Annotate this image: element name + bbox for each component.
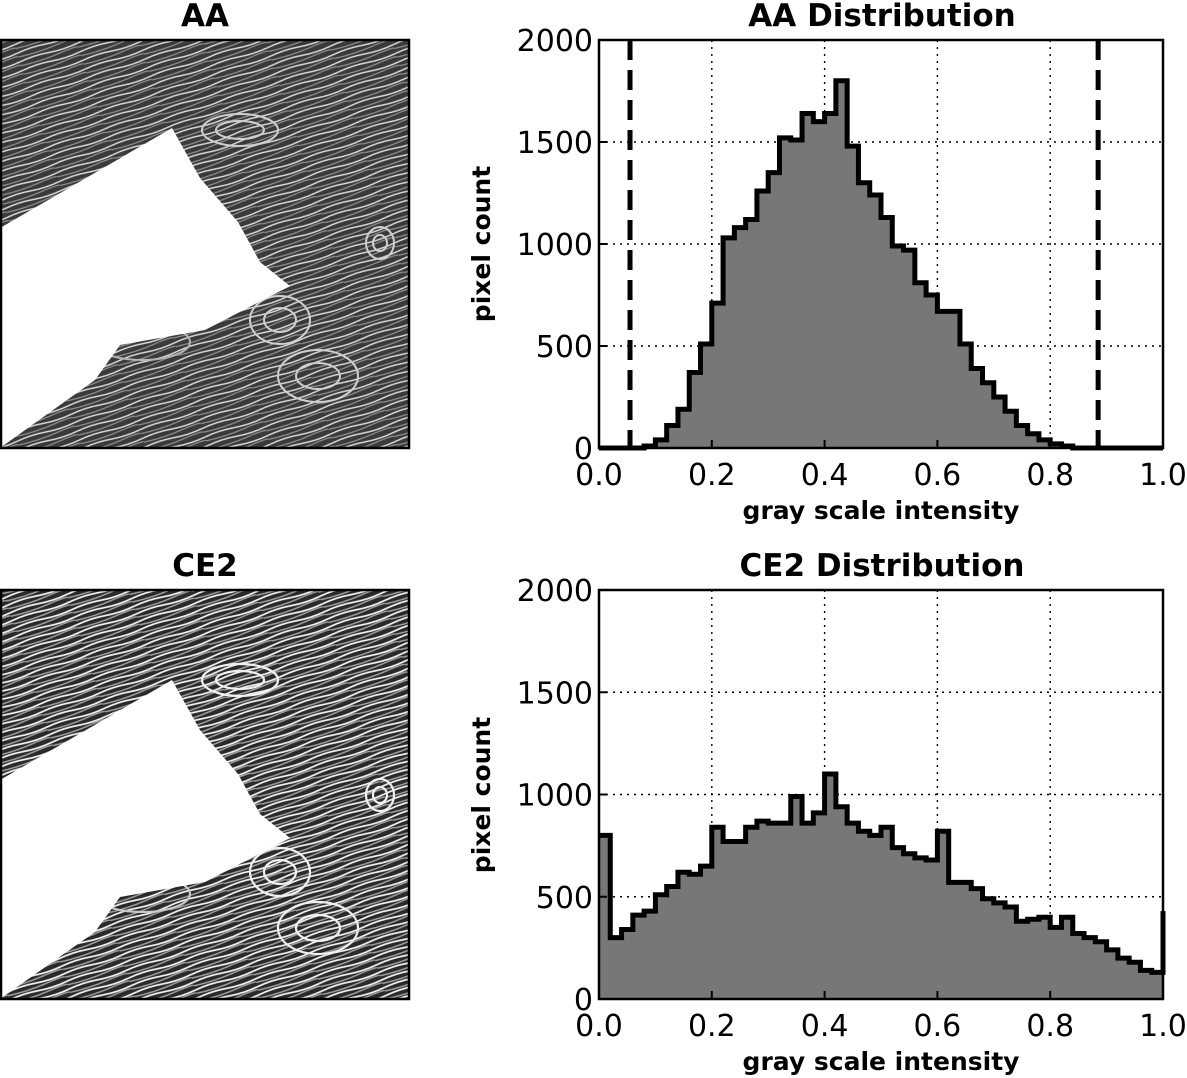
y-tick-label: 500 [536,330,593,365]
image-title-ce2: CE2 [172,548,238,584]
lic-image-ce2 [0,590,409,999]
histogram-fill [599,774,1163,999]
histogram-outline [599,771,1166,975]
y-tick-label: 0 [574,983,593,1018]
histogram-ce2: CE2 Distribution 0.0 0.2 0.4 0.6 0.8 1.0 0 500 1… [467,548,1187,1076]
chart-title: CE2 Distribution [740,548,1025,584]
histogram-outline [599,78,1163,451]
x-axis-label: gray scale intensity [743,1047,1020,1076]
x-tick-label: 0.2 [688,458,736,493]
x-tick-label: 0.0 [575,1009,623,1044]
image-frame-ce2 [0,588,411,1001]
y-tick-label: 1000 [517,228,593,263]
x-tick-label: 0.6 [914,1009,962,1044]
histogram-aa: AA Distribution 0.0 0.2 0.4 0.6 0.8 1.0 0 500 10… [467,0,1187,525]
y-tick-label: 1500 [517,676,593,711]
x-tick-label: 0.0 [575,458,623,493]
y-axis-label: pixel count [467,166,496,322]
image-frame-aa [0,38,411,450]
x-tick-label: 0.4 [801,458,849,493]
y-tick-label: 500 [536,881,593,916]
chart-title: AA Distribution [748,0,1015,34]
y-axis-label: pixel count [467,717,496,873]
image-title-aa: AA [181,0,229,34]
x-tick-label: 0.8 [1026,458,1074,493]
y-tick-label: 2000 [517,24,593,59]
x-tick-label: 0.2 [688,1009,736,1044]
y-tick-label: 1000 [517,779,593,814]
y-tick-label: 2000 [517,574,593,609]
x-tick-label: 0.6 [914,458,962,493]
lic-image-aa [0,40,409,448]
x-tick-label: 0.8 [1026,1009,1074,1044]
x-tick-label: 1.0 [1139,1009,1187,1044]
x-axis-label: gray scale intensity [743,496,1020,525]
x-tick-label: 0.4 [801,1009,849,1044]
histogram-fill [599,80,1163,449]
y-tick-label: 0 [574,432,593,467]
y-tick-label: 1500 [517,126,593,161]
x-tick-label: 1.0 [1139,458,1187,493]
